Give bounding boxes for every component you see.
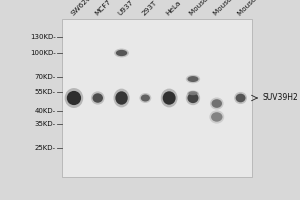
Ellipse shape <box>65 88 83 108</box>
Ellipse shape <box>212 99 222 108</box>
Ellipse shape <box>114 49 129 57</box>
Text: 55KD-: 55KD- <box>35 89 56 95</box>
Text: Mouse liver: Mouse liver <box>212 0 246 17</box>
Text: 130KD-: 130KD- <box>30 34 56 40</box>
Ellipse shape <box>236 94 245 102</box>
Text: 40KD-: 40KD- <box>35 108 56 114</box>
Ellipse shape <box>186 75 200 83</box>
Bar <box>62 19 253 177</box>
Ellipse shape <box>163 91 176 105</box>
Ellipse shape <box>140 93 151 103</box>
Text: U937: U937 <box>117 0 135 17</box>
Ellipse shape <box>116 50 127 56</box>
Ellipse shape <box>234 92 247 104</box>
Text: Mouse heart: Mouse heart <box>189 0 225 17</box>
Ellipse shape <box>92 93 103 103</box>
Ellipse shape <box>209 110 224 124</box>
Ellipse shape <box>188 91 197 95</box>
Text: 35KD-: 35KD- <box>35 121 56 127</box>
Text: SW620: SW620 <box>70 0 92 17</box>
Ellipse shape <box>91 91 105 105</box>
Ellipse shape <box>186 91 200 105</box>
Ellipse shape <box>188 76 199 82</box>
Text: 70KD-: 70KD- <box>35 74 56 80</box>
Text: HeLa: HeLa <box>165 0 182 17</box>
Ellipse shape <box>116 91 128 105</box>
Text: 25KD-: 25KD- <box>35 145 56 151</box>
Text: SUV39H2: SUV39H2 <box>262 94 298 102</box>
Ellipse shape <box>161 89 178 107</box>
Text: 100KD-: 100KD- <box>30 50 56 56</box>
Ellipse shape <box>67 91 81 105</box>
Text: MCF7: MCF7 <box>94 0 112 17</box>
Text: Mouse eye: Mouse eye <box>236 0 268 17</box>
Text: 293T: 293T <box>141 0 158 17</box>
Ellipse shape <box>211 112 223 122</box>
Ellipse shape <box>187 90 199 96</box>
Ellipse shape <box>141 94 150 102</box>
Ellipse shape <box>188 93 199 103</box>
Ellipse shape <box>210 97 224 110</box>
Ellipse shape <box>113 89 130 107</box>
